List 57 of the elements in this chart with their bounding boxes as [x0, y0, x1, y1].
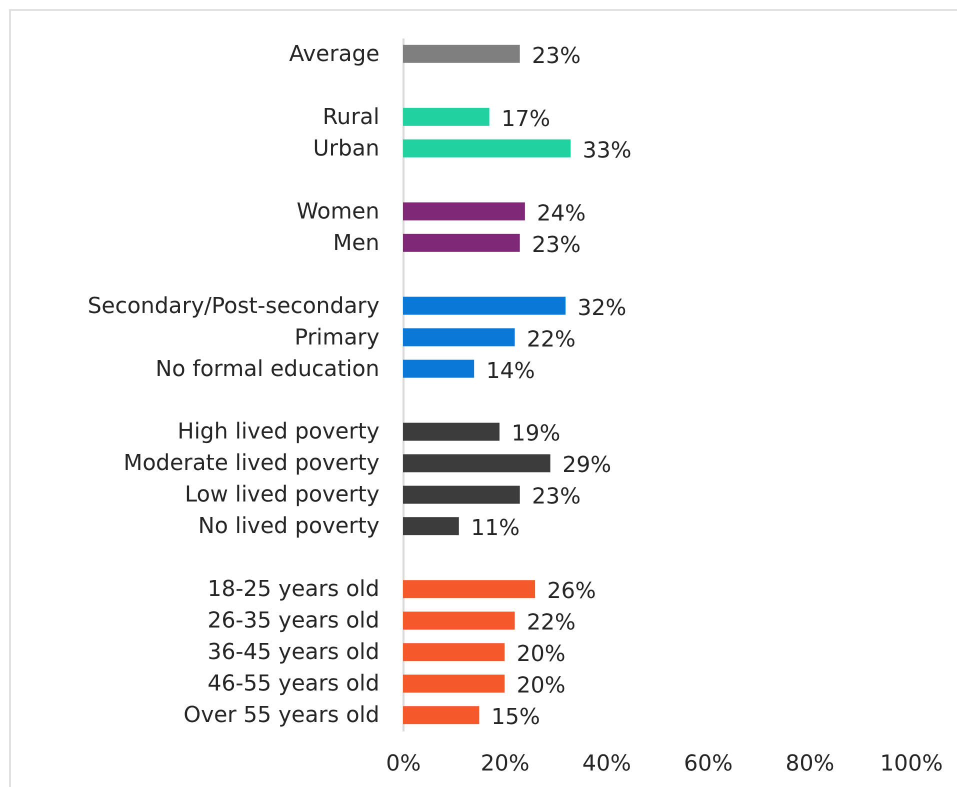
- data-label: 23%: [532, 232, 581, 258]
- bar: [403, 234, 520, 252]
- x-tick-label: 80%: [785, 752, 834, 776]
- data-label: 11%: [470, 516, 520, 542]
- y-tick-label: Average: [289, 42, 380, 67]
- x-tick-label: 20%: [480, 752, 530, 776]
- y-tick-label: Low lived poverty: [184, 482, 380, 508]
- data-label: 19%: [512, 422, 560, 447]
- x-tick-label: 100%: [880, 752, 943, 776]
- bar: [403, 422, 500, 441]
- bar: [403, 296, 566, 315]
- data-label: 33%: [582, 138, 632, 164]
- data-label: 14%: [486, 358, 536, 384]
- data-label: 20%: [516, 674, 566, 699]
- bar: [403, 360, 474, 378]
- data-label: 22%: [526, 610, 576, 636]
- bar: [403, 454, 550, 472]
- y-tick-label: Moderate lived poverty: [123, 451, 380, 476]
- data-label: 15%: [491, 705, 540, 730]
- data-label: 17%: [501, 106, 550, 132]
- bar: [403, 643, 505, 662]
- y-tick-label: 18-25 years old: [208, 577, 380, 602]
- bar: [403, 580, 536, 598]
- y-tick-label: Women: [296, 199, 380, 224]
- y-tick-label: Men: [333, 230, 380, 256]
- bar: [403, 44, 520, 63]
- data-label: 24%: [536, 201, 586, 226]
- bar: [403, 328, 515, 346]
- y-tick-label: Over 55 years old: [184, 703, 380, 728]
- x-tick-label: 0%: [386, 752, 421, 776]
- data-label: 20%: [516, 642, 566, 668]
- data-label: 29%: [562, 453, 612, 478]
- y-tick-label: Primary: [294, 325, 380, 350]
- bar: [403, 706, 480, 724]
- data-label: 23%: [532, 44, 581, 69]
- bar: [403, 202, 525, 220]
- bar: [403, 674, 505, 693]
- bar: [403, 517, 459, 536]
- data-label: 23%: [532, 484, 581, 510]
- bar: [403, 612, 515, 630]
- bar: [403, 486, 520, 504]
- bar: [403, 139, 571, 158]
- y-tick-label: Rural: [322, 104, 380, 130]
- y-tick-label: 36-45 years old: [208, 640, 380, 666]
- data-label: 32%: [578, 296, 626, 321]
- data-label: 22%: [526, 327, 576, 352]
- y-tick-label: No formal education: [156, 356, 380, 382]
- x-tick-label: 60%: [684, 752, 733, 776]
- y-tick-label: High lived poverty: [178, 420, 380, 445]
- y-tick-label: 46-55 years old: [208, 672, 380, 697]
- x-tick-label: 40%: [582, 752, 632, 776]
- y-tick-label: Secondary/Post-secondary: [88, 294, 380, 319]
- bar: [403, 108, 490, 126]
- y-tick-label: No lived poverty: [198, 514, 380, 540]
- y-tick-label: 26-35 years old: [208, 608, 380, 634]
- data-label: 26%: [547, 579, 596, 604]
- y-tick-label: Urban: [312, 136, 380, 162]
